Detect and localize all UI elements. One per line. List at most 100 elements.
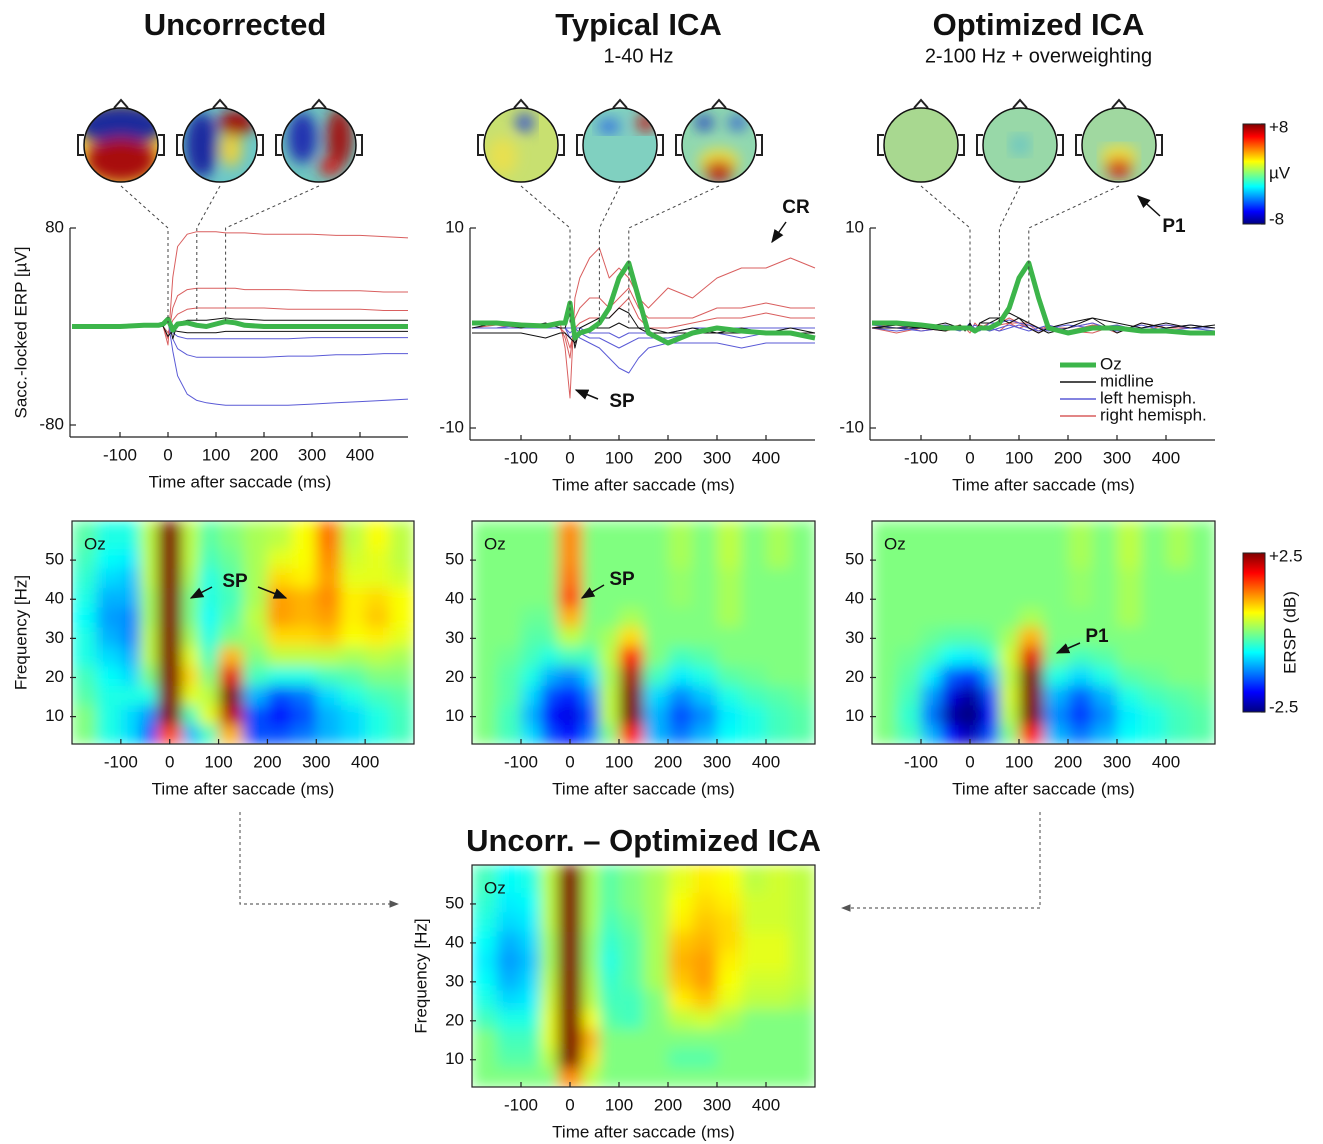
heatmap-cell [619, 548, 644, 568]
y-tick-label: 10 [445, 1049, 464, 1068]
heatmap-cell [1166, 685, 1191, 705]
heatmap-cell [140, 521, 158, 549]
heatmap-cell [365, 521, 390, 549]
heatmap-cell [693, 588, 718, 608]
heatmap-cell [472, 1009, 497, 1029]
heatmap-cell [497, 931, 522, 951]
heatmap-cell [1142, 666, 1167, 686]
heatmap-cell [644, 685, 669, 705]
topomap-blob [598, 119, 620, 134]
heatmap-cell [341, 685, 366, 705]
heatmap-cell [1019, 666, 1044, 686]
heatmap-cell [717, 970, 742, 990]
colorbar [1243, 124, 1265, 224]
x-tick-label: 0 [165, 752, 174, 771]
channel-label: Oz [484, 878, 506, 897]
heatmap-cell [1117, 666, 1142, 686]
heatmap-cell [958, 646, 983, 666]
heatmap-cell [541, 1029, 559, 1049]
heatmap-cell [668, 931, 693, 951]
heatmap-cell [1019, 646, 1044, 666]
x-tick-label: 200 [1054, 752, 1082, 771]
heatmap-cell [365, 666, 390, 686]
y-tick-label: 10 [845, 706, 864, 725]
heatmap-cell [872, 666, 897, 686]
x-axis-label: Time after saccade (ms) [552, 1122, 735, 1141]
heatmap-cell [199, 521, 219, 549]
annotation-arrow [772, 222, 786, 242]
heatmap-cell [644, 724, 669, 744]
heatmap-cell [599, 892, 619, 912]
heatmap-cell [243, 548, 268, 568]
heatmap-cell [1142, 685, 1167, 705]
heatmap-cell [541, 685, 559, 705]
heatmap-cell [921, 646, 941, 666]
heatmap-cell [292, 646, 317, 666]
heatmap-cell [1019, 685, 1044, 705]
x-tick-label: 100 [1005, 448, 1033, 467]
heatmap-cell [541, 724, 559, 744]
heatmap-cell [872, 646, 897, 666]
heatmap-cell [341, 607, 366, 627]
topomap-blob [695, 115, 714, 130]
heatmap-cell [497, 970, 522, 990]
heatmap-cell [1117, 627, 1142, 647]
y-tick-label: 40 [845, 589, 864, 608]
x-tick-label: 400 [1152, 752, 1180, 771]
x-tick-label: 100 [202, 445, 230, 464]
topomap [177, 100, 263, 182]
heatmap-cell [599, 548, 619, 568]
heatmap-cell [999, 568, 1019, 588]
heatmap-cell [644, 627, 669, 647]
heatmap-cell [872, 724, 897, 744]
heatmap-cell [941, 588, 959, 608]
heatmap-cell [693, 646, 718, 666]
heatmap-cell [1166, 705, 1191, 725]
connector-arrow [842, 812, 1040, 908]
heatmap-cell [497, 1009, 522, 1029]
heatmap-cell [1044, 627, 1069, 647]
chart: Oz-10001002003004001020304050Time after … [445, 521, 816, 798]
chart-title: Uncorrected [144, 7, 327, 42]
heatmap-cell [341, 646, 366, 666]
x-tick-label: 200 [1054, 448, 1082, 467]
heatmap-cell [872, 588, 897, 608]
heatmap-cell [668, 588, 693, 608]
heatmap-cell [982, 568, 1000, 588]
y-tick-label: 30 [45, 628, 64, 647]
heatmap-cell [619, 705, 644, 725]
heatmap-cell [582, 1009, 600, 1029]
heatmap-cell [521, 607, 541, 627]
heatmap-cell [390, 588, 415, 608]
heatmap-clip [72, 521, 415, 745]
heatmap-cell [219, 627, 244, 647]
heatmap-cell [921, 588, 941, 608]
heatmap-cell [472, 724, 497, 744]
heatmap-cell [497, 627, 522, 647]
heatmap-cell [717, 705, 742, 725]
heatmap-cell [541, 912, 559, 932]
x-tick-label: -100 [504, 752, 538, 771]
heatmap-cell [958, 588, 983, 608]
heatmap-cell [1093, 646, 1118, 666]
heatmap-cell [121, 548, 141, 568]
heatmap-cell [1093, 548, 1118, 568]
heatmap-cell [742, 685, 767, 705]
heatmap-cell [582, 568, 600, 588]
heatmap-cell [521, 931, 541, 951]
heatmap-cell [582, 1048, 600, 1068]
heatmap-cell [1166, 588, 1191, 608]
x-tick-label: 400 [351, 752, 379, 771]
heatmap-cell [158, 568, 183, 588]
chart-subtitle: 1-40 Hz [603, 45, 673, 67]
heatmap-cell [693, 548, 718, 568]
heatmap-cell [742, 1048, 767, 1068]
heatmap-cell [199, 627, 219, 647]
heatmap-cell [717, 646, 742, 666]
heatmap-cell [1068, 588, 1093, 608]
heatmap-cell [121, 724, 141, 744]
heatmap-cell [72, 568, 97, 588]
heatmap-cell [619, 1068, 644, 1088]
heatmap-cell [267, 521, 292, 549]
heatmap-cell [472, 607, 497, 627]
